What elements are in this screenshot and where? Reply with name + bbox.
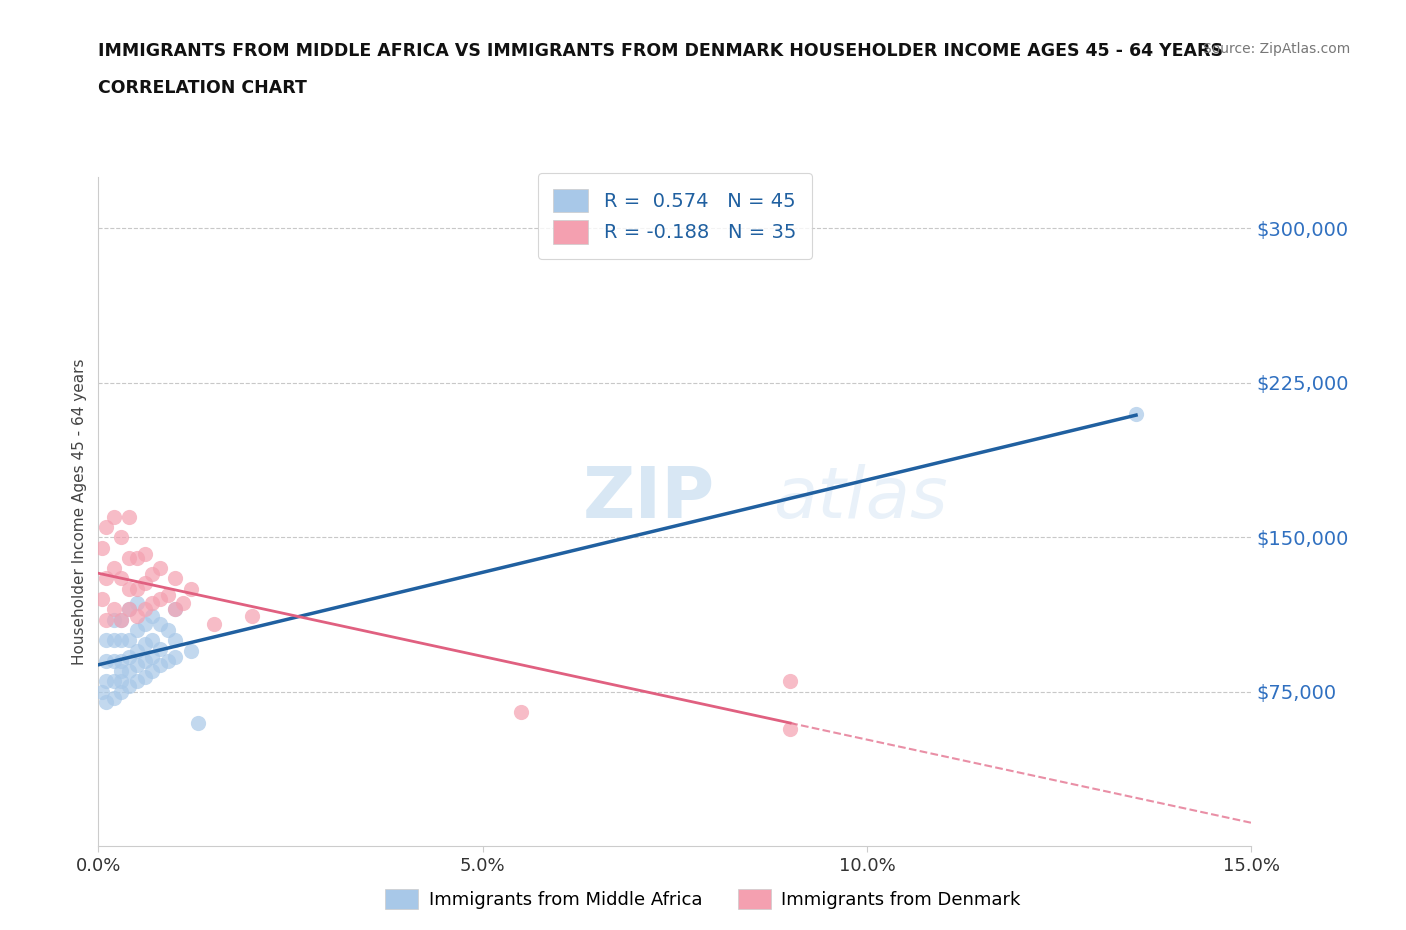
Point bbox=[118, 510, 141, 525]
Point bbox=[125, 644, 148, 658]
Point bbox=[149, 561, 172, 576]
Point bbox=[91, 684, 114, 699]
Point bbox=[125, 581, 148, 596]
Point bbox=[118, 602, 141, 617]
Point bbox=[202, 617, 225, 631]
Point bbox=[134, 637, 156, 652]
Point bbox=[110, 654, 132, 669]
Point bbox=[134, 617, 156, 631]
Point bbox=[134, 546, 156, 561]
Legend: Immigrants from Middle Africa, Immigrants from Denmark: Immigrants from Middle Africa, Immigrant… bbox=[378, 882, 1028, 916]
Point bbox=[779, 722, 801, 737]
Point bbox=[180, 644, 202, 658]
Point bbox=[149, 641, 172, 656]
Point bbox=[118, 551, 141, 565]
Point bbox=[125, 608, 148, 623]
Point bbox=[240, 608, 263, 623]
Point bbox=[125, 596, 148, 611]
Point bbox=[94, 612, 117, 627]
Point bbox=[118, 649, 141, 664]
Point bbox=[510, 705, 533, 720]
Point bbox=[125, 674, 148, 689]
Point bbox=[118, 602, 141, 617]
Point bbox=[91, 591, 114, 606]
Point bbox=[134, 670, 156, 684]
Point bbox=[103, 654, 125, 669]
Y-axis label: Householder Income Ages 45 - 64 years: Householder Income Ages 45 - 64 years bbox=[72, 358, 87, 665]
Point bbox=[134, 654, 156, 669]
Point bbox=[141, 596, 163, 611]
Point bbox=[141, 608, 163, 623]
Point bbox=[141, 632, 163, 647]
Point bbox=[118, 664, 141, 679]
Point bbox=[103, 602, 125, 617]
Point bbox=[103, 690, 125, 705]
Point bbox=[94, 654, 117, 669]
Point bbox=[94, 674, 117, 689]
Point bbox=[156, 622, 179, 637]
Point bbox=[110, 612, 132, 627]
Point bbox=[91, 540, 114, 555]
Point bbox=[134, 602, 156, 617]
Text: CORRELATION CHART: CORRELATION CHART bbox=[98, 79, 308, 97]
Point bbox=[165, 649, 187, 664]
Point bbox=[103, 632, 125, 647]
Point bbox=[94, 520, 117, 535]
Point bbox=[156, 654, 179, 669]
Point bbox=[103, 510, 125, 525]
Point bbox=[141, 649, 163, 664]
Legend: R =  0.574   N = 45, R = -0.188   N = 35: R = 0.574 N = 45, R = -0.188 N = 35 bbox=[538, 173, 811, 259]
Point bbox=[118, 678, 141, 693]
Point bbox=[141, 664, 163, 679]
Point bbox=[110, 530, 132, 545]
Point bbox=[165, 632, 187, 647]
Point bbox=[110, 632, 132, 647]
Point bbox=[94, 571, 117, 586]
Point bbox=[94, 632, 117, 647]
Point bbox=[103, 612, 125, 627]
Point bbox=[110, 612, 132, 627]
Point bbox=[149, 658, 172, 672]
Point bbox=[110, 664, 132, 679]
Point bbox=[172, 596, 194, 611]
Point bbox=[94, 695, 117, 710]
Point bbox=[187, 715, 209, 730]
Point bbox=[779, 674, 801, 689]
Point bbox=[125, 551, 148, 565]
Point bbox=[180, 581, 202, 596]
Point bbox=[165, 571, 187, 586]
Point bbox=[134, 575, 156, 590]
Text: IMMIGRANTS FROM MIDDLE AFRICA VS IMMIGRANTS FROM DENMARK HOUSEHOLDER INCOME AGES: IMMIGRANTS FROM MIDDLE AFRICA VS IMMIGRA… bbox=[98, 42, 1223, 60]
Text: atlas: atlas bbox=[773, 464, 948, 533]
Point bbox=[110, 674, 132, 689]
Point bbox=[149, 591, 172, 606]
Point bbox=[165, 602, 187, 617]
Point bbox=[118, 632, 141, 647]
Point bbox=[141, 567, 163, 582]
Point bbox=[103, 674, 125, 689]
Point bbox=[165, 602, 187, 617]
Point bbox=[110, 684, 132, 699]
Point bbox=[110, 571, 132, 586]
Point bbox=[149, 617, 172, 631]
Text: ZIP: ZIP bbox=[582, 464, 714, 533]
Point bbox=[156, 588, 179, 603]
Text: Source: ZipAtlas.com: Source: ZipAtlas.com bbox=[1202, 42, 1350, 56]
Point bbox=[125, 658, 148, 672]
Point bbox=[103, 561, 125, 576]
Point bbox=[1125, 406, 1147, 421]
Point bbox=[118, 581, 141, 596]
Point bbox=[125, 622, 148, 637]
